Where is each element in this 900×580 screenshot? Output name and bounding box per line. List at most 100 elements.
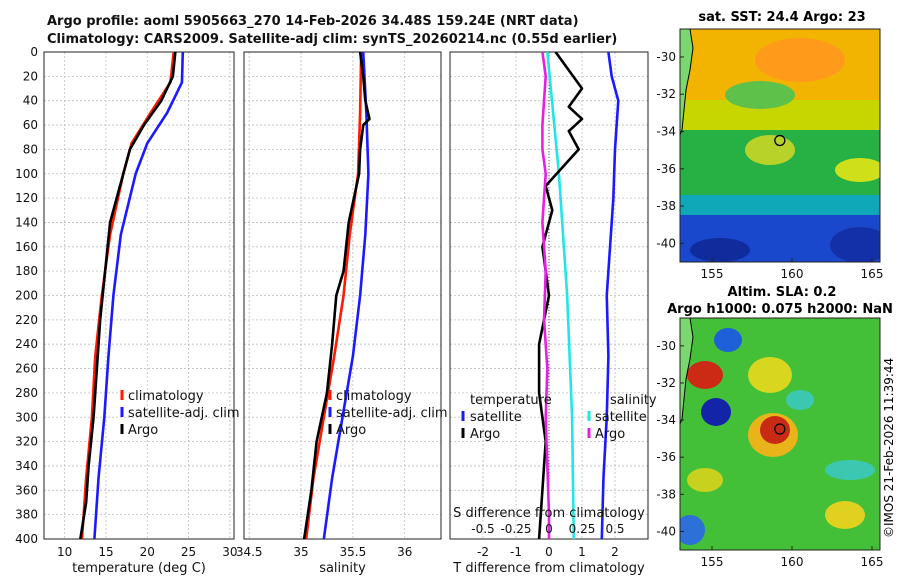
depth-tick-label: 340 <box>15 459 38 473</box>
diff-legend-sal-title: salinity <box>610 393 657 408</box>
sst-map: sat. SST: 24.4 Argo: 23 155 160 165 -30 -32 -… <box>656 10 883 281</box>
sst-map-title: sat. SST: 24.4 Argo: 23 <box>698 10 865 25</box>
map-ytick-label: -34 <box>656 413 676 427</box>
differences-line-s-satellite <box>600 52 620 539</box>
temperature-xtick-label: 30 <box>222 545 237 559</box>
depth-tick-label: 160 <box>15 240 38 254</box>
salinity-frame <box>243 51 442 540</box>
sla-high-3 <box>687 361 723 389</box>
climatology-title: Climatology: CARS2009. Satellite-adj cli… <box>47 32 618 47</box>
temperature-line-satellite-adj-clim <box>93 52 185 539</box>
sla-map-frame <box>679 317 881 551</box>
temperature-legend-label: Argo <box>128 423 158 438</box>
depth-tick-label: 180 <box>15 264 38 278</box>
diff-legend-sal-label: Argo <box>595 427 625 442</box>
map-ytick-label: -38 <box>656 199 676 213</box>
temperature-xtick-label: 20 <box>140 545 155 559</box>
diff-legend-sal-label: satellite <box>595 410 647 425</box>
differences-xtick-label: 2 <box>611 545 619 559</box>
depth-tick-label: 280 <box>15 386 38 400</box>
profile-panels: 10 15 20 25 30020406080100120140160180200220… <box>15 45 657 576</box>
diff-top-tick-label: 0 <box>545 522 553 536</box>
profile-title: Argo profile: aoml 5905663_270 14-Feb-20… <box>47 14 579 29</box>
temperature-frame <box>43 51 235 540</box>
sla-low-3 <box>786 390 814 410</box>
depth-tick-label: 380 <box>15 508 38 522</box>
map-xtick-label: 155 <box>701 267 724 281</box>
depth-tick-label: 300 <box>15 410 38 424</box>
map-ytick-label: -30 <box>656 50 676 64</box>
map-xtick-label: 155 <box>701 555 724 569</box>
map-ytick-label: -40 <box>656 524 676 538</box>
differences-line-t-satellite <box>546 52 576 539</box>
map-ytick-label: -30 <box>656 339 676 353</box>
temperature-legend-label: climatology <box>128 389 204 404</box>
temperature-legend-label: satellite-adj. clim <box>128 406 240 421</box>
differences-xtick-label: -2 <box>477 545 489 559</box>
diff-legend-temp-label: Argo <box>470 427 500 442</box>
salinity-xlabel: salinity <box>319 561 366 576</box>
depth-tick-label: 240 <box>15 337 38 351</box>
diff-top-tick-label: 0.25 <box>569 522 596 536</box>
temperature-xtick-label: 10 <box>57 545 72 559</box>
map-xtick-label: 160 <box>781 267 804 281</box>
depth-tick-label: 260 <box>15 362 38 376</box>
differences-xtick-label: 0 <box>545 545 553 559</box>
sst-land <box>680 29 694 136</box>
differences-series-group <box>537 52 620 539</box>
sla-high-5 <box>687 468 723 492</box>
sst-float-marker <box>774 134 786 147</box>
differences-xlabel: T difference from climatology <box>452 561 645 576</box>
map-xtick-label: 165 <box>861 555 884 569</box>
diff-top-xlabel: S difference from climatology <box>453 506 645 521</box>
map-ytick-label: -36 <box>656 162 676 176</box>
sla-low-4 <box>825 460 875 480</box>
salinity-xtick-label: 35 <box>293 545 308 559</box>
depth-tick-label: 100 <box>15 167 38 181</box>
map-ytick-label: -32 <box>656 87 676 101</box>
map-ytick-label: -32 <box>656 376 676 390</box>
sla-map: Altim. SLA: 0.2 Argo h1000: 0.075 h2000:… <box>656 285 892 569</box>
map-xtick-label: 160 <box>781 555 804 569</box>
depth-tick-label: 400 <box>15 532 38 546</box>
sst-dark-blue-patch <box>830 227 880 262</box>
depth-tick-label: 200 <box>15 289 38 303</box>
salinity-legend-label: Argo <box>336 423 366 438</box>
depth-tick-label: 140 <box>15 215 38 229</box>
sst-yellow-band <box>835 158 880 182</box>
temperature-xtick-label: 25 <box>181 545 196 559</box>
sla-map-ticks: 155 160 165 -30 -32 -34 -36 -38 -40 <box>656 339 883 569</box>
sla-float-marker <box>774 423 786 435</box>
diff-top-tick-label: 0.5 <box>605 522 624 536</box>
salinity-xtick-label: 35.5 <box>340 545 367 559</box>
sla-high-4 <box>825 501 865 529</box>
salinity-xtick-label: 36 <box>397 545 412 559</box>
depth-tick-label: 40 <box>23 94 38 108</box>
map-ytick-label: -40 <box>656 236 676 250</box>
differences-panel: -2 -1 0 1 2 T difference from climatology temp… <box>449 51 657 576</box>
depth-tick-label: 20 <box>23 69 38 83</box>
temperature-line-argo <box>79 52 177 539</box>
sla-land <box>680 318 694 425</box>
sst-green-patch <box>725 81 795 109</box>
sla-low-2 <box>701 398 731 426</box>
sst-map-ticks: 155 160 165 -30 -32 -34 -36 -38 -40 <box>656 50 883 281</box>
depth-tick-label: 220 <box>15 313 38 327</box>
sla-map-title-line2: Argo h1000: 0.075 h2000: NaN <box>667 302 893 317</box>
salinity-panel: 34.5 35 35.5 36 salinity climatology satellite… <box>236 51 448 576</box>
map-ytick-label: -38 <box>656 487 676 501</box>
differences-xtick-label: -1 <box>510 545 522 559</box>
temperature-series-group <box>79 52 185 539</box>
sla-low-5 <box>680 515 705 545</box>
credit-text: ©IMOS 21-Feb-2026 11:39:44 <box>882 358 896 538</box>
depth-tick-label: 60 <box>23 118 38 132</box>
temperature-xtick-label: 15 <box>98 545 113 559</box>
salinity-legend-label: satellite-adj. clim <box>336 406 448 421</box>
depth-tick-label: 0 <box>30 45 38 59</box>
depth-tick-label: 80 <box>23 142 38 156</box>
sla-low-1 <box>714 328 742 352</box>
map-ytick-label: -34 <box>656 125 676 139</box>
salinity-legend-label: climatology <box>336 389 412 404</box>
salinity-line-climatology <box>304 52 363 539</box>
temperature-xlabel: temperature (deg C) <box>72 561 206 576</box>
